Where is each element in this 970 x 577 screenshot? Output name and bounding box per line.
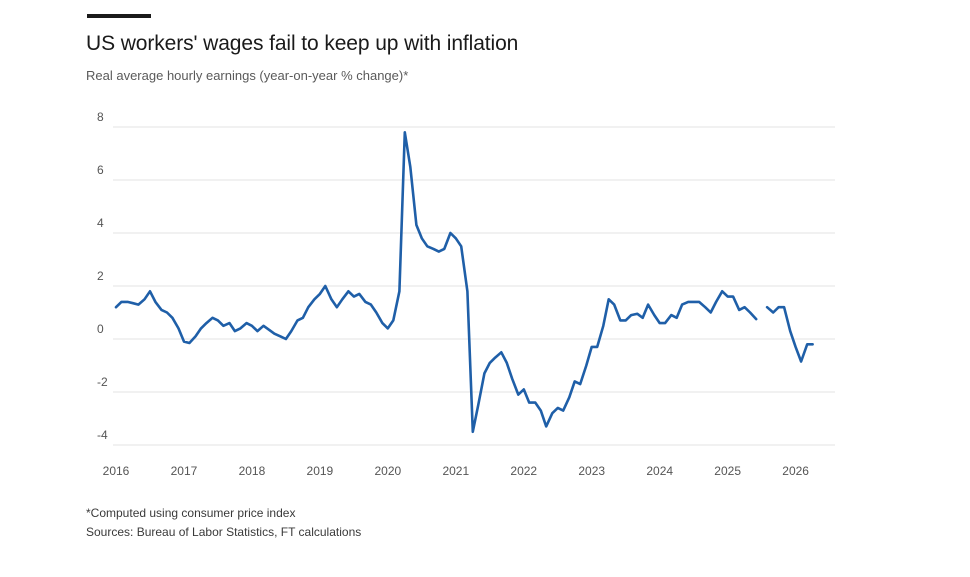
y-tick-label: -2 (97, 375, 108, 389)
x-tick-label: 2025 (714, 464, 741, 478)
x-tick-label: 2026 (782, 464, 809, 478)
x-tick-label: 2024 (646, 464, 673, 478)
x-tick-label: 2019 (307, 464, 334, 478)
x-tick-label: 2020 (374, 464, 401, 478)
y-axis-tick-labels: 8 6 4 2 0 -2 -4 (97, 110, 108, 442)
x-tick-label: 2018 (239, 464, 266, 478)
footnote: *Computed using consumer price index (86, 506, 296, 520)
y-tick-label: 8 (97, 110, 104, 124)
series-line (765, 305, 814, 363)
y-tick-label: 2 (97, 269, 104, 283)
y-tick-label: 6 (97, 163, 104, 177)
x-tick-label: 2023 (578, 464, 605, 478)
x-tick-label: 2016 (103, 464, 130, 478)
y-tick-label: 0 (97, 322, 104, 336)
y-tick-label: -4 (97, 428, 108, 442)
x-tick-label: 2021 (442, 464, 469, 478)
y-tick-label: 4 (97, 216, 104, 230)
sources-note: Sources: Bureau of Labor Statistics, FT … (86, 525, 362, 539)
series-line (114, 131, 758, 434)
x-tick-label: 2022 (510, 464, 537, 478)
x-axis-tick-labels: 2016 2017 2018 2019 2020 2021 2022 2023 2024 2025… (103, 464, 810, 478)
chart-subtitle: Real average hourly earnings (year-on-ye… (86, 68, 409, 83)
x-tick-label: 2017 (171, 464, 198, 478)
chart-title: US workers' wages fail to keep up with i… (86, 32, 519, 55)
gridlines (113, 126, 835, 446)
header-rule (87, 14, 151, 18)
series-lines (114, 131, 814, 434)
